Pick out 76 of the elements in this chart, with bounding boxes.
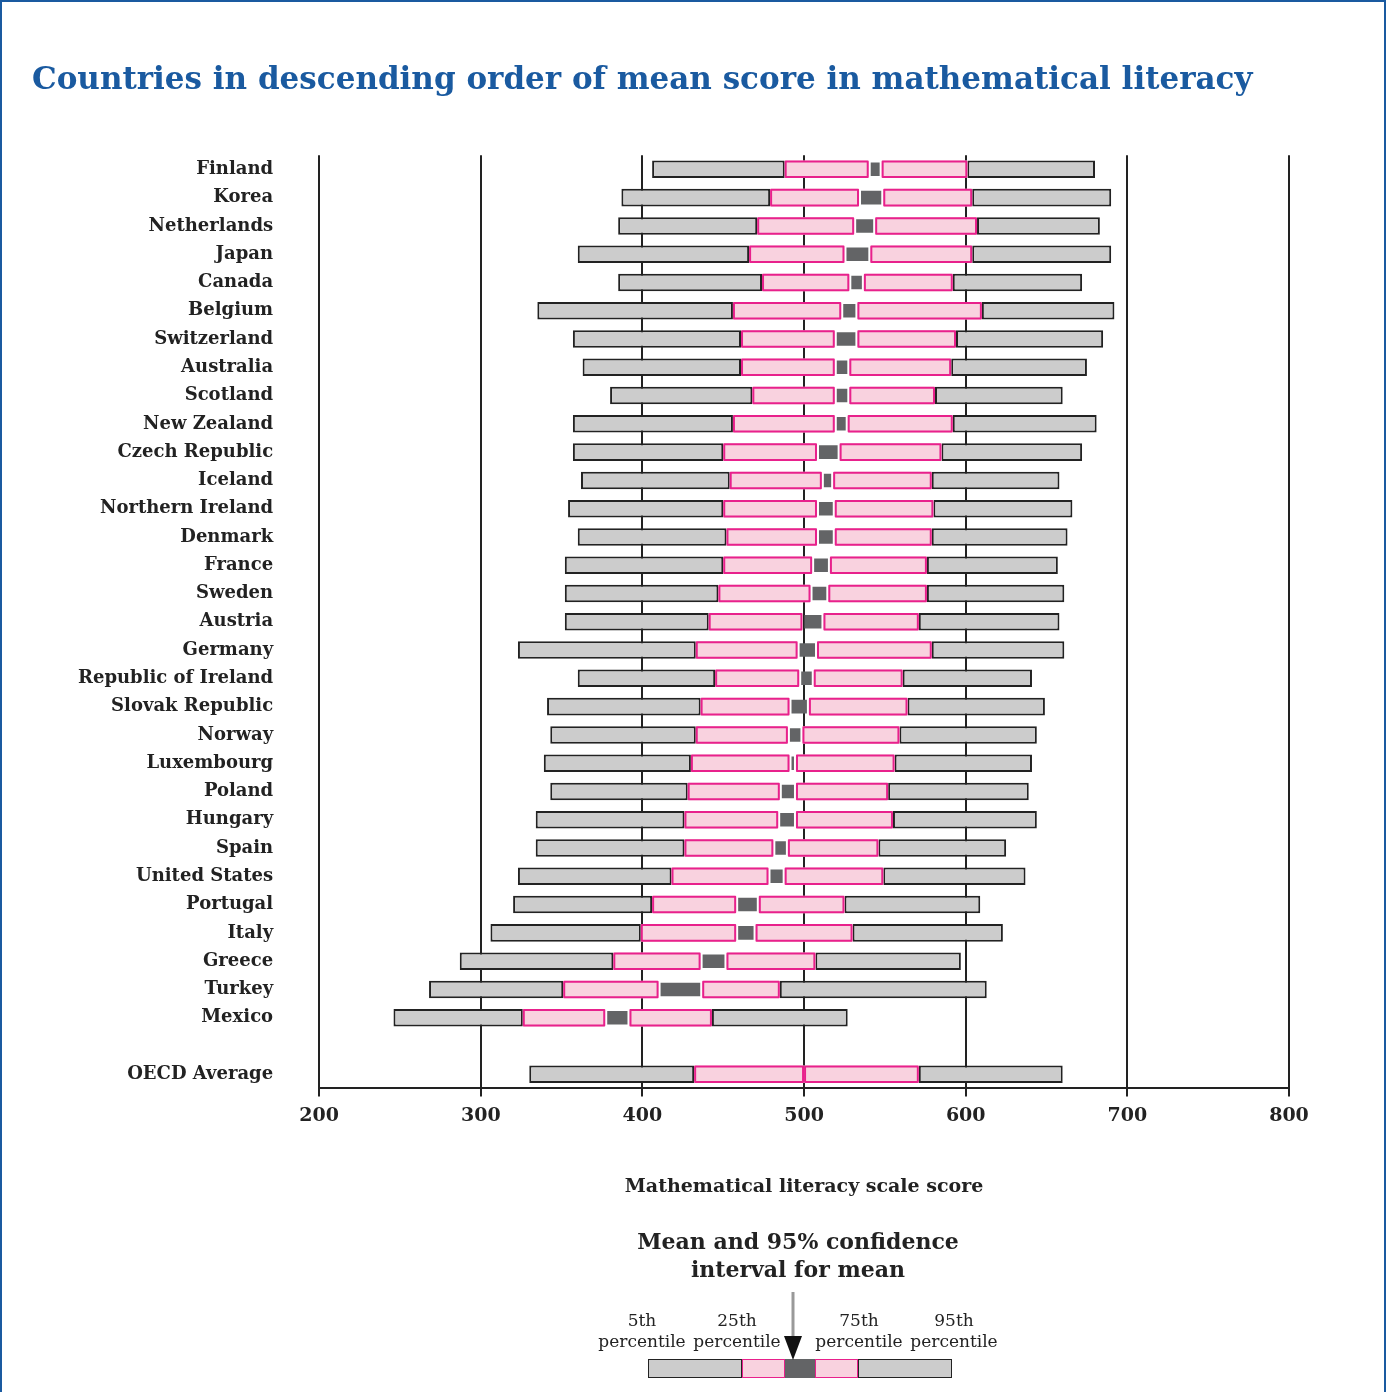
y-tick-label: Italy (227, 920, 274, 942)
bar (818, 501, 833, 516)
y-tick-label: Czech Republic (117, 439, 274, 461)
bar (836, 417, 846, 431)
y-tick-label: Belgium (188, 298, 274, 320)
chart-title: Countries in descending order of mean score in mathematical literacy (32, 59, 1254, 96)
y-tick-label: Iceland (198, 468, 274, 490)
bar (702, 954, 725, 968)
bar (775, 841, 786, 855)
bar (843, 303, 856, 318)
bar (770, 869, 783, 884)
text: 25th percentile (693, 1310, 781, 1352)
y-tick-label: Northern Ireland (99, 496, 274, 518)
x-tick-label: 800 (1269, 1102, 1309, 1125)
bar (823, 473, 832, 488)
x-tick-label: 700 (1107, 1102, 1148, 1125)
text: 75th percentile (815, 1310, 903, 1352)
bar (738, 926, 754, 940)
bar (851, 275, 862, 290)
bar (607, 1010, 628, 1025)
y-tick-label: Republic of Ireland (77, 666, 274, 688)
bar (870, 162, 880, 177)
y-tick-label: Austria (198, 609, 274, 631)
bar (801, 671, 812, 686)
y-tick-label: New Zealand (143, 411, 274, 433)
y-tick-label: Slovak Republic (111, 694, 274, 716)
x-tick-label: 200 (299, 1102, 339, 1125)
x-axis-title: Mathematical literacy scale score (624, 1173, 984, 1196)
y-tick-label: United States (135, 863, 274, 885)
x-tick-label: 400 (622, 1102, 663, 1125)
bar (818, 445, 838, 459)
y-tick-label: Denmark (180, 524, 274, 546)
bar (799, 643, 815, 657)
x-tick-label: 600 (945, 1102, 986, 1125)
y-tick-label: Norway (197, 722, 274, 744)
bar (780, 812, 794, 827)
bar (836, 360, 848, 375)
bar (814, 558, 828, 573)
y-tick-label: Canada (198, 270, 274, 292)
bar (836, 332, 856, 346)
bar (660, 982, 701, 997)
bar (856, 219, 874, 233)
bar (738, 897, 757, 912)
y-tick-label: Switzerland (154, 326, 274, 348)
bar (781, 784, 794, 799)
bar (836, 388, 848, 403)
y-tick-label: Portugal (186, 892, 274, 914)
bar (789, 728, 801, 742)
y-tick-label: Luxembourg (146, 750, 274, 772)
y-tick-label: Japan (213, 241, 274, 263)
text: 95th percentile (910, 1310, 998, 1352)
bar (812, 586, 827, 601)
y-tick-label: Greece (202, 948, 274, 970)
text: 5th percentile (598, 1310, 686, 1352)
y-tick-label: OECD Average (127, 1061, 274, 1083)
y-tick-label: Australia (180, 354, 274, 376)
y-tick-label: Hungary (185, 807, 274, 829)
bar (791, 699, 807, 714)
y-tick-label: Netherlands (148, 213, 274, 235)
y-tick-label: Korea (213, 185, 274, 207)
y-tick-label: Mexico (201, 1005, 274, 1027)
y-tick-label: Scotland (184, 383, 274, 405)
y-tick-label: France (204, 552, 274, 574)
x-tick-label: 300 (460, 1102, 501, 1125)
bar (846, 247, 869, 261)
y-tick-label: Poland (203, 779, 274, 801)
bar (861, 190, 882, 205)
y-tick-label: Finland (196, 157, 274, 179)
x-tick-label: 500 (784, 1102, 824, 1125)
bar (804, 615, 822, 629)
text: Mean and 95% confidence interval for mean (636, 1227, 960, 1283)
y-tick-label: Sweden (196, 581, 274, 603)
y-tick-label: Spain (215, 835, 274, 857)
bar (818, 530, 833, 544)
y-tick-label: Turkey (204, 977, 274, 999)
y-tick-label: Germany (182, 637, 274, 659)
